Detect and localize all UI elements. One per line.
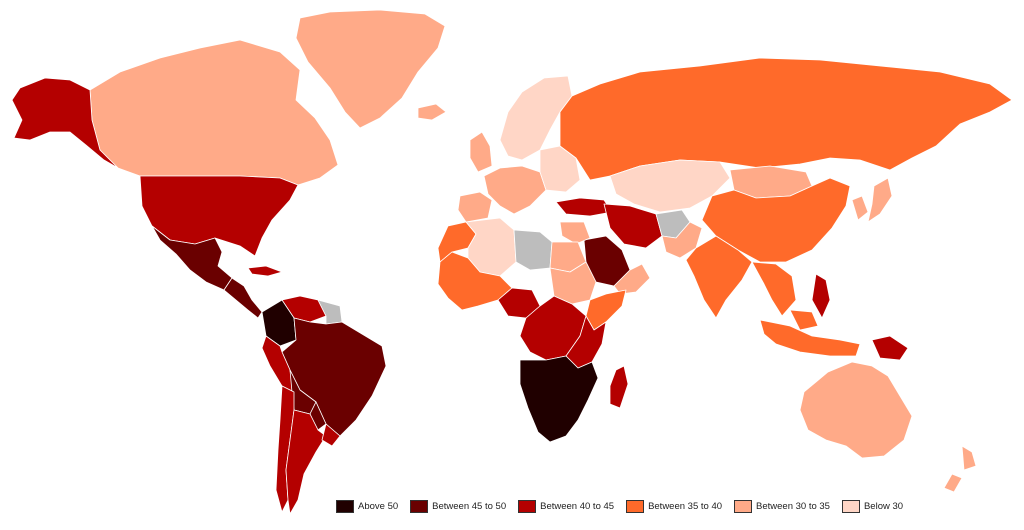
region-libya[interactable]: [513, 229, 553, 271]
legend-item-below30: Below 30: [841, 499, 904, 513]
region-russia[interactable]: [559, 57, 1013, 181]
region-southeast-asia[interactable]: [751, 261, 797, 317]
region-central-america[interactable]: [223, 277, 263, 319]
region-philippines[interactable]: [811, 273, 831, 319]
region-greenland[interactable]: [295, 9, 446, 129]
region-indonesia[interactable]: [759, 309, 861, 357]
legend-item-above50: Above 50: [336, 499, 399, 513]
region-papua-new-guinea[interactable]: [871, 335, 909, 361]
region-pakistan[interactable]: [661, 221, 703, 259]
region-iran[interactable]: [603, 203, 663, 249]
legend-label: Between 30 to 35: [756, 500, 830, 512]
legend-label: Between 35 to 40: [648, 500, 723, 512]
region-united-states[interactable]: [139, 175, 299, 257]
legend-swatch: [626, 499, 645, 513]
region-alaska[interactable]: [11, 77, 119, 169]
region-canada[interactable]: [89, 39, 339, 186]
legend-swatch: [734, 499, 753, 513]
legend-label: Between 40 to 45: [540, 500, 615, 512]
region-turkey[interactable]: [555, 197, 613, 217]
region-korea-japan[interactable]: [851, 177, 893, 223]
legend-item-between-40-45: Between 40 to 45: [518, 499, 615, 513]
region-cuba[interactable]: [247, 265, 283, 277]
region-argentina[interactable]: [285, 409, 327, 515]
legend-swatch: [410, 499, 429, 513]
legend-swatch: [841, 499, 860, 513]
legend-label: Between 45 to 50: [432, 500, 507, 512]
region-new-zealand[interactable]: [943, 445, 977, 493]
legend-item-between-45-50: Between 45 to 50: [410, 499, 507, 513]
legend-item-between-35-40: Between 35 to 40: [626, 499, 723, 513]
legend-swatch: [336, 499, 354, 513]
region-western-europe[interactable]: [483, 165, 547, 215]
region-uruguay[interactable]: [321, 423, 341, 447]
legend-item-between-30-35: Between 30 to 35: [734, 499, 830, 513]
region-united-kingdom[interactable]: [469, 131, 493, 173]
region-iceland[interactable]: [417, 103, 447, 121]
region-iberia[interactable]: [457, 191, 493, 223]
legend-label: Above 50: [358, 500, 399, 512]
map-legend: Above 50 Between 45 to 50 Between 40 to …: [336, 497, 903, 515]
legend-label: Below 30: [863, 500, 904, 512]
region-australia[interactable]: [799, 361, 913, 459]
region-southern-africa[interactable]: [519, 355, 599, 443]
region-madagascar[interactable]: [609, 365, 629, 409]
legend-swatch: [518, 499, 537, 513]
region-india[interactable]: [685, 235, 753, 319]
